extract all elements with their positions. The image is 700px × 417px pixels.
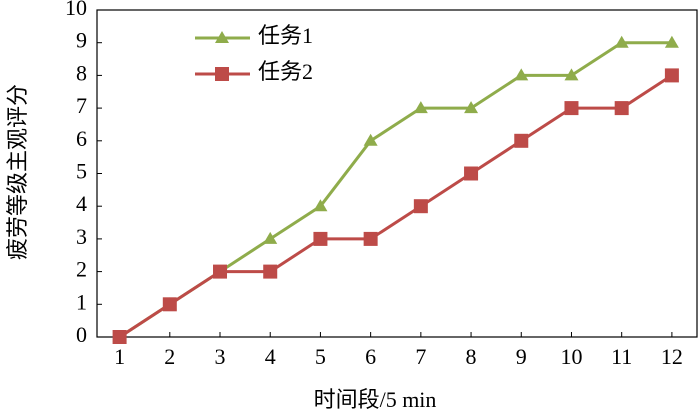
marker xyxy=(564,68,579,81)
x-tick-label: 9 xyxy=(516,344,527,369)
x-tick-label: 6 xyxy=(365,344,376,369)
x-tick-label: 11 xyxy=(611,344,632,369)
marker xyxy=(215,67,229,81)
marker xyxy=(514,133,529,148)
marker xyxy=(413,199,428,214)
y-tick-label: 0 xyxy=(76,322,87,347)
y-tick-label: 4 xyxy=(76,191,87,216)
marker xyxy=(263,264,278,279)
x-tick-label: 10 xyxy=(560,344,582,369)
legend-label: 任务2 xyxy=(258,59,313,84)
marker xyxy=(162,297,177,312)
x-axis-label: 时间段/5 min xyxy=(314,387,437,412)
marker xyxy=(413,101,428,114)
series-line xyxy=(118,74,673,339)
y-tick-label: 9 xyxy=(76,28,87,53)
y-tick-label: 1 xyxy=(76,289,87,314)
series-line xyxy=(118,41,672,339)
x-tick-label: 2 xyxy=(164,344,175,369)
x-tick-label: 12 xyxy=(661,344,683,369)
plot-frame xyxy=(96,9,698,338)
y-tick-label: 2 xyxy=(76,257,87,282)
y-tick-label: 8 xyxy=(76,60,87,85)
marker xyxy=(112,330,127,344)
marker xyxy=(464,166,479,181)
x-tick-label: 1 xyxy=(114,344,125,369)
x-tick-label: 8 xyxy=(466,344,477,369)
marker xyxy=(664,35,679,48)
y-tick-label: 6 xyxy=(76,126,87,151)
marker xyxy=(464,101,479,114)
marker xyxy=(213,264,228,279)
marker xyxy=(614,35,629,48)
x-tick-label: 4 xyxy=(265,344,276,369)
marker xyxy=(363,133,378,146)
x-tick-label: 3 xyxy=(215,344,226,369)
y-tick-label: 5 xyxy=(76,159,87,184)
marker xyxy=(215,31,229,43)
marker xyxy=(614,101,629,116)
y-tick-label: 10 xyxy=(65,0,87,20)
marker xyxy=(514,68,529,81)
marker xyxy=(564,101,579,116)
marker xyxy=(313,199,328,212)
y-tick-label: 7 xyxy=(76,93,87,118)
marker xyxy=(664,68,679,83)
legend-label: 任务1 xyxy=(258,23,313,48)
x-tick-label: 5 xyxy=(315,344,326,369)
marker xyxy=(263,231,278,244)
x-tick-label: 7 xyxy=(415,344,426,369)
marker xyxy=(363,231,378,246)
marker xyxy=(313,231,328,246)
y-axis-label: 疲劳等级主观评分 xyxy=(5,84,30,260)
y-tick-label: 3 xyxy=(76,224,87,249)
